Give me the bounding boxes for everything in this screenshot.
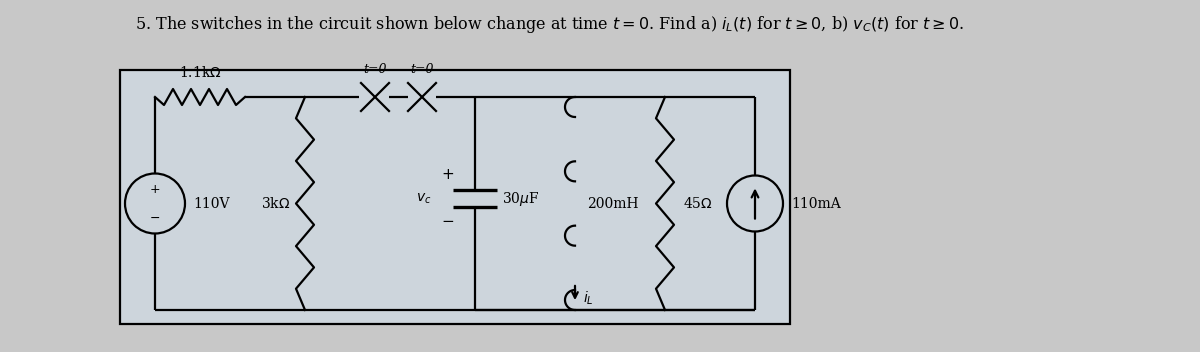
Text: 3k$\Omega$: 3k$\Omega$ <box>260 196 290 211</box>
Text: $-$: $-$ <box>150 211 161 224</box>
Bar <box>120 70 790 324</box>
Text: 1.1k$\Omega$: 1.1k$\Omega$ <box>179 65 221 80</box>
Text: $-$: $-$ <box>442 212 455 226</box>
Text: 30$\mu$F: 30$\mu$F <box>502 189 540 207</box>
Text: t=0: t=0 <box>410 63 433 76</box>
Text: +: + <box>442 168 455 182</box>
Text: 110V: 110V <box>193 196 229 210</box>
Text: t=0: t=0 <box>364 63 386 76</box>
Text: $v_c$: $v_c$ <box>415 191 431 206</box>
Text: 110mA: 110mA <box>791 196 841 210</box>
Text: +: + <box>150 183 161 196</box>
Text: 5. The switches in the circuit shown below change at time $t = 0$. Find a) $i_L(: 5. The switches in the circuit shown bel… <box>136 14 965 35</box>
Text: 45$\Omega$: 45$\Omega$ <box>683 196 713 211</box>
Text: 200mH: 200mH <box>587 196 638 210</box>
Text: $i_L$: $i_L$ <box>583 289 594 307</box>
